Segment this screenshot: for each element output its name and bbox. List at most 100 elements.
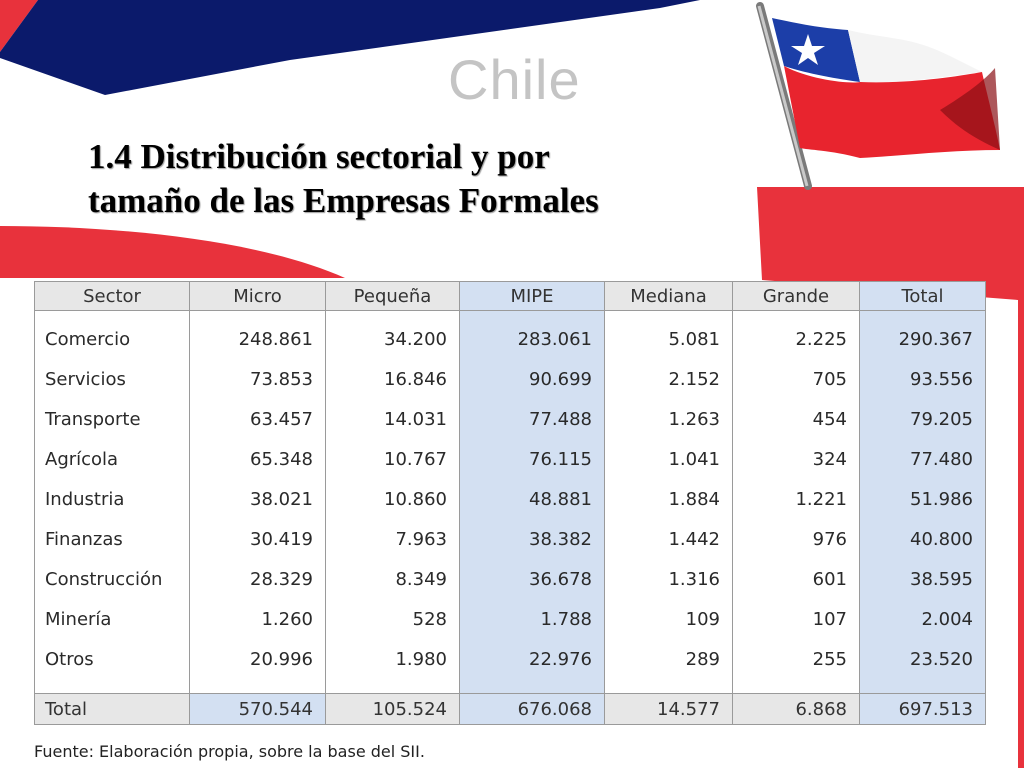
cell-mediana: 1.041 <box>604 439 733 479</box>
cell-mipe: 22.976 <box>459 639 605 679</box>
cell-sector: Otros <box>34 639 190 679</box>
cell-pequena: 8.349 <box>325 559 460 599</box>
cell-sector: Construcción <box>34 559 190 599</box>
header-mediana: Mediana <box>604 281 733 311</box>
total-grande: 6.868 <box>732 693 860 725</box>
table-row: Otros 20.996 1.980 22.976 289 255 23.520 <box>34 639 986 679</box>
cell-pequena: 528 <box>325 599 460 639</box>
cell-micro: 65.348 <box>189 439 326 479</box>
cell-mediana: 1.884 <box>604 479 733 519</box>
table-row: Comercio 248.861 34.200 283.061 5.081 2.225 29… <box>34 319 986 359</box>
cell-grande: 705 <box>732 359 860 399</box>
cell-sector: Transporte <box>34 399 190 439</box>
chile-flag-icon <box>756 2 1000 190</box>
cell-micro: 20.996 <box>189 639 326 679</box>
table-row: Industria 38.021 10.860 48.881 1.884 1.221 51.… <box>34 479 986 519</box>
cell-total: 93.556 <box>859 359 986 399</box>
cell-total: 290.367 <box>859 319 986 359</box>
cell-sector: Agrícola <box>34 439 190 479</box>
cell-grande: 601 <box>732 559 860 599</box>
title-line-1: 1.4 Distribución sectorial y por <box>88 137 550 176</box>
cell-pequena: 14.031 <box>325 399 460 439</box>
right-edge-bar <box>1018 187 1024 768</box>
table-row: Minería 1.260 528 1.788 109 107 2.004 <box>34 599 986 639</box>
cell-pequena: 1.980 <box>325 639 460 679</box>
table-row: Agrícola 65.348 10.767 76.115 1.041 324 77.480 <box>34 439 986 479</box>
cell-total: 77.480 <box>859 439 986 479</box>
cell-mipe: 90.699 <box>459 359 605 399</box>
table-row: Finanzas 30.419 7.963 38.382 1.442 976 40.800 <box>34 519 986 559</box>
red-block-right <box>757 187 1024 768</box>
cell-micro: 30.419 <box>189 519 326 559</box>
cell-sector: Finanzas <box>34 519 190 559</box>
header-grande: Grande <box>732 281 860 311</box>
cell-grande: 1.221 <box>732 479 860 519</box>
cell-sector: Minería <box>34 599 190 639</box>
cell-pequena: 16.846 <box>325 359 460 399</box>
navy-band-shape <box>0 0 700 95</box>
cell-total: 51.986 <box>859 479 986 519</box>
chile-logo: Chile <box>448 48 581 111</box>
cell-micro: 63.457 <box>189 399 326 439</box>
header-sector: Sector <box>34 281 190 311</box>
cell-sector: Servicios <box>34 359 190 399</box>
cell-mipe: 283.061 <box>459 319 605 359</box>
cell-pequena: 10.767 <box>325 439 460 479</box>
table-row: Transporte 63.457 14.031 77.488 1.263 454 79.2… <box>34 399 986 439</box>
header-total: Total <box>859 281 986 311</box>
cell-grande: 976 <box>732 519 860 559</box>
enterprise-distribution-table: Sector Micro Pequeña MIPE Mediana Grande… <box>34 281 986 725</box>
total-mediana: 14.577 <box>604 693 733 725</box>
cell-mediana: 289 <box>604 639 733 679</box>
cell-sector: Industria <box>34 479 190 519</box>
cell-mipe: 38.382 <box>459 519 605 559</box>
title-line-2: tamaño de las Empresas Formales <box>88 181 599 220</box>
cell-pequena: 7.963 <box>325 519 460 559</box>
cell-micro: 38.021 <box>189 479 326 519</box>
total-pequena: 105.524 <box>325 693 460 725</box>
cell-grande: 107 <box>732 599 860 639</box>
total-total: 697.513 <box>859 693 986 725</box>
cell-pequena: 10.860 <box>325 479 460 519</box>
cell-mipe: 36.678 <box>459 559 605 599</box>
table-header-row: Sector Micro Pequeña MIPE Mediana Grande… <box>34 281 986 311</box>
cell-micro: 1.260 <box>189 599 326 639</box>
red-swoosh-left <box>0 226 345 278</box>
cell-total: 38.595 <box>859 559 986 599</box>
cell-pequena: 34.200 <box>325 319 460 359</box>
cell-micro: 28.329 <box>189 559 326 599</box>
cell-grande: 2.225 <box>732 319 860 359</box>
page-title: 1.4 Distribución sectorial y por tamaño … <box>88 135 728 223</box>
cell-mediana: 1.263 <box>604 399 733 439</box>
cell-micro: 73.853 <box>189 359 326 399</box>
cell-total: 2.004 <box>859 599 986 639</box>
header-pequena: Pequeña <box>325 281 460 311</box>
cell-micro: 248.861 <box>189 319 326 359</box>
cell-mipe: 48.881 <box>459 479 605 519</box>
cell-grande: 255 <box>732 639 860 679</box>
source-note: Fuente: Elaboración propia, sobre la bas… <box>34 742 425 761</box>
cell-total: 79.205 <box>859 399 986 439</box>
cell-mediana: 5.081 <box>604 319 733 359</box>
table-row: Construcción 28.329 8.349 36.678 1.316 601 38.… <box>34 559 986 599</box>
cell-mediana: 1.316 <box>604 559 733 599</box>
total-micro: 570.544 <box>189 693 326 725</box>
cell-mipe: 76.115 <box>459 439 605 479</box>
header-mipe: MIPE <box>459 281 605 311</box>
total-row: Total 570.544 105.524 676.068 14.577 6.868 697… <box>34 693 986 725</box>
cell-mediana: 2.152 <box>604 359 733 399</box>
header-micro: Micro <box>189 281 326 311</box>
table-row: Servicios 73.853 16.846 90.699 2.152 705 93.55… <box>34 359 986 399</box>
cell-mipe: 1.788 <box>459 599 605 639</box>
cell-grande: 454 <box>732 399 860 439</box>
total-sector: Total <box>34 693 190 725</box>
cell-mediana: 1.442 <box>604 519 733 559</box>
cell-mediana: 109 <box>604 599 733 639</box>
cell-sector: Comercio <box>34 319 190 359</box>
cell-mipe: 77.488 <box>459 399 605 439</box>
cell-grande: 324 <box>732 439 860 479</box>
cell-total: 40.800 <box>859 519 986 559</box>
total-mipe: 676.068 <box>459 693 605 725</box>
cell-total: 23.520 <box>859 639 986 679</box>
